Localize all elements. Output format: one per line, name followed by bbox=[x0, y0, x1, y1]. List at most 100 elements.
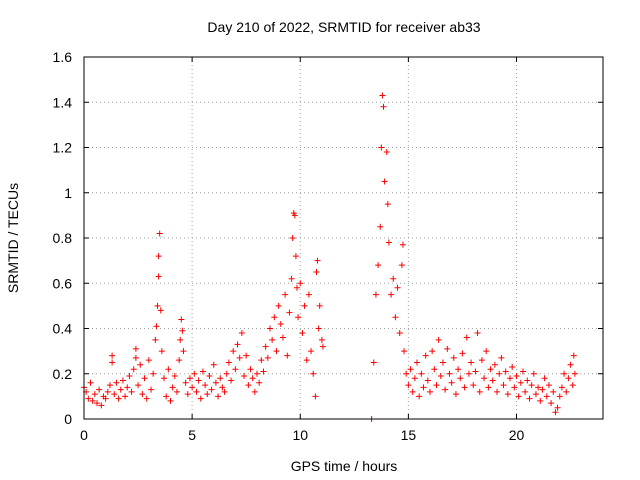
data-point bbox=[91, 391, 98, 398]
data-point bbox=[502, 368, 509, 375]
data-point bbox=[390, 275, 397, 282]
data-point bbox=[215, 393, 222, 400]
y-tick-label: 0.8 bbox=[53, 230, 73, 246]
data-point bbox=[384, 201, 391, 208]
data-point bbox=[392, 314, 399, 321]
data-point bbox=[570, 352, 577, 359]
data-points bbox=[81, 92, 578, 422]
data-point bbox=[439, 359, 446, 366]
data-point bbox=[294, 284, 301, 291]
data-point bbox=[163, 393, 170, 400]
data-point bbox=[481, 375, 488, 382]
data-point bbox=[178, 316, 185, 323]
data-point bbox=[154, 302, 161, 309]
data-point bbox=[109, 359, 116, 366]
data-point bbox=[119, 377, 126, 384]
data-point bbox=[316, 302, 323, 309]
data-point bbox=[152, 336, 159, 343]
data-point bbox=[273, 348, 280, 355]
data-point bbox=[135, 382, 142, 389]
data-point bbox=[519, 368, 526, 375]
data-point bbox=[401, 348, 408, 355]
data-point bbox=[567, 361, 574, 368]
data-point bbox=[169, 384, 176, 391]
data-point bbox=[535, 384, 542, 391]
data-point bbox=[87, 379, 94, 386]
data-point bbox=[511, 384, 518, 391]
data-point bbox=[444, 345, 451, 352]
data-point bbox=[258, 357, 265, 364]
data-point bbox=[403, 370, 410, 377]
data-point bbox=[455, 366, 462, 373]
data-point bbox=[113, 379, 120, 386]
y-tick-label: 0 bbox=[64, 411, 72, 427]
data-point bbox=[372, 291, 379, 298]
data-point bbox=[431, 366, 438, 373]
y-tick-label: 0.6 bbox=[53, 275, 73, 291]
data-point bbox=[509, 363, 516, 370]
data-point bbox=[554, 404, 561, 411]
plot-frame bbox=[83, 56, 604, 420]
data-point bbox=[212, 379, 219, 386]
data-point bbox=[409, 388, 416, 395]
data-point bbox=[483, 348, 490, 355]
y-tick-label: 1.6 bbox=[53, 49, 73, 65]
data-point bbox=[193, 388, 200, 395]
data-point bbox=[150, 370, 157, 377]
data-point bbox=[303, 357, 310, 364]
data-point bbox=[104, 388, 111, 395]
data-point bbox=[223, 370, 230, 377]
data-point bbox=[491, 361, 498, 368]
data-point bbox=[437, 373, 444, 380]
data-point bbox=[442, 386, 449, 393]
data-point bbox=[141, 375, 148, 382]
data-point bbox=[308, 348, 315, 355]
data-point bbox=[109, 352, 116, 359]
data-point bbox=[541, 375, 548, 382]
data-point bbox=[420, 384, 427, 391]
data-point bbox=[155, 253, 162, 260]
data-point bbox=[524, 377, 531, 384]
data-point bbox=[230, 348, 237, 355]
data-point bbox=[474, 330, 481, 337]
data-point bbox=[435, 336, 442, 343]
data-point bbox=[241, 373, 248, 380]
data-point bbox=[197, 395, 204, 402]
data-point bbox=[289, 235, 296, 241]
data-point bbox=[468, 359, 475, 366]
data-point bbox=[171, 373, 178, 380]
grid-lines bbox=[84, 57, 603, 419]
data-point bbox=[98, 402, 105, 409]
data-point bbox=[461, 384, 468, 391]
data-point bbox=[180, 348, 187, 355]
data-point bbox=[189, 384, 196, 391]
data-point bbox=[388, 291, 395, 298]
data-point bbox=[504, 391, 511, 398]
data-point bbox=[487, 366, 494, 373]
data-point bbox=[236, 354, 243, 361]
data-point bbox=[561, 370, 568, 377]
data-point bbox=[195, 377, 202, 384]
x-tick-label: 20 bbox=[509, 427, 525, 443]
data-point bbox=[243, 352, 250, 359]
x-tick-label: 5 bbox=[188, 427, 196, 443]
x-axis-label: GPS time / hours bbox=[291, 458, 398, 474]
data-point bbox=[102, 395, 109, 402]
data-point bbox=[379, 92, 386, 99]
data-point bbox=[297, 280, 304, 287]
data-point bbox=[563, 388, 570, 395]
data-point bbox=[217, 375, 224, 382]
data-point bbox=[204, 391, 211, 398]
data-point bbox=[85, 395, 92, 402]
data-point bbox=[184, 391, 191, 398]
data-point bbox=[526, 395, 533, 402]
data-point bbox=[500, 382, 507, 389]
data-point bbox=[148, 386, 155, 393]
data-point bbox=[552, 409, 559, 416]
chart-title: Day 210 of 2022, SRMTID for receiver ab3… bbox=[207, 19, 480, 35]
data-point bbox=[405, 382, 412, 389]
data-point bbox=[381, 178, 388, 185]
data-point bbox=[407, 366, 414, 373]
data-point bbox=[537, 397, 544, 404]
